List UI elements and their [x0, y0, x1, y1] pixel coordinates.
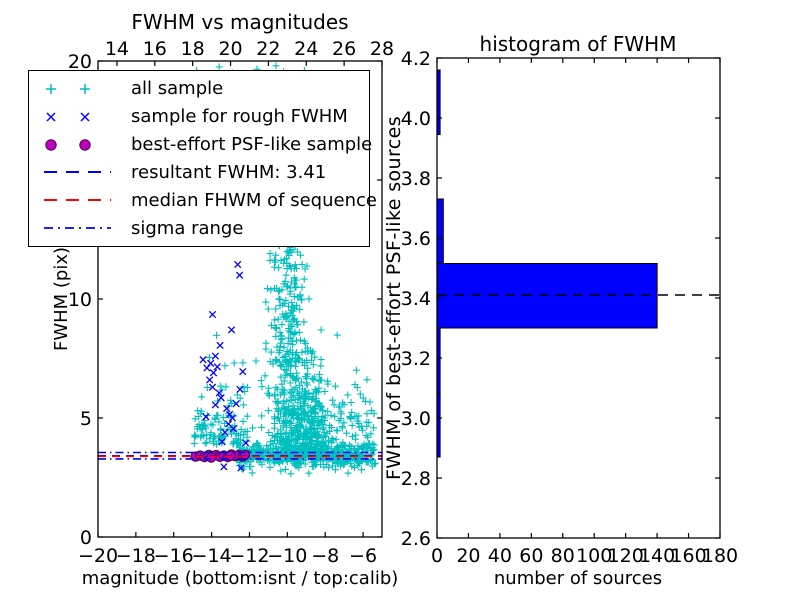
tick-label: 100 — [576, 545, 612, 567]
legend-label: median FHWM of sequence — [131, 189, 377, 211]
tick-label: 14 — [105, 38, 129, 60]
tick-label: 20 — [456, 545, 480, 567]
tick-label: −20 — [78, 545, 118, 567]
legend-row-rough-fwhm: sample for rough FWHM — [39, 103, 369, 130]
legend-label: sample for rough FWHM — [131, 106, 348, 128]
psf-sample-point — [205, 452, 217, 463]
tick-label: 60 — [519, 545, 543, 567]
tick-label: −14 — [192, 545, 232, 567]
left-yaxis-label: FWHM (pix) — [51, 247, 72, 351]
right-xaxis-label: number of sources — [494, 568, 662, 589]
axes-spines-and-ticks — [97, 57, 721, 539]
tick-label: 22 — [256, 38, 280, 60]
tick-label: −12 — [229, 545, 269, 567]
tick-label: 10 — [68, 289, 92, 311]
legend-row-all-sample: all sample — [39, 75, 369, 102]
circle-marker-icon — [45, 138, 91, 151]
tick-label: 18 — [181, 38, 205, 60]
legend-label: all sample — [131, 78, 224, 100]
tick-label: 2.6 — [401, 528, 431, 550]
tick-label: −6 — [349, 545, 377, 567]
legend-row-median-fwhm: median FHWM of sequence — [39, 187, 377, 214]
tick-label: 120 — [608, 545, 644, 567]
tick-label: 20 — [218, 38, 242, 60]
right-plot-title: histogram of FWHM — [480, 32, 677, 56]
tick-label: −16 — [154, 545, 194, 567]
left-plot-title: FWHM vs magnitudes — [131, 10, 348, 34]
tick-label: 4.0 — [401, 108, 431, 130]
tick-label: 0 — [80, 527, 92, 549]
histogram-bar — [437, 263, 658, 329]
tick-label: 16 — [143, 38, 167, 60]
tick-label: 3.0 — [401, 408, 431, 430]
histogram-bars — [437, 69, 720, 458]
tick-label: 28 — [370, 38, 394, 60]
tick-label: −10 — [267, 545, 307, 567]
left-plot-lines — [98, 451, 382, 460]
tick-label: 26 — [332, 38, 356, 60]
x-marker-icon — [46, 112, 90, 122]
blue-dashdot-line-icon — [44, 227, 111, 229]
tick-label: −8 — [311, 545, 339, 567]
legend-label: resultant FWHM: 3.41 — [131, 161, 327, 183]
plus-marker-icon — [46, 83, 90, 94]
tick-label: 0 — [431, 545, 443, 567]
histogram-bar — [437, 69, 441, 135]
legend-row-resultant-fwhm: resultant FWHM: 3.41 — [39, 159, 369, 186]
right-yaxis-label: FWHM of best-effort PSF-like sources — [383, 116, 405, 480]
tick-label: 3.4 — [401, 288, 431, 310]
tick-label: 80 — [551, 545, 575, 567]
left-xaxis-label: magnitude (bottom:isnt / top:calib) — [82, 568, 399, 589]
red-dashed-line-icon — [44, 199, 111, 202]
tick-label: −18 — [116, 545, 156, 567]
tick-label: 3.6 — [401, 228, 431, 250]
tick-label: 3.8 — [401, 168, 431, 190]
tick-label: 160 — [670, 545, 706, 567]
tick-label: 2.8 — [401, 468, 431, 490]
tick-label: 20 — [68, 51, 92, 73]
tick-label: 3.2 — [401, 348, 431, 370]
blue-dashed-line-icon — [44, 171, 111, 174]
legend-row-psf-sample: best-effort PSF-like sample — [39, 131, 373, 158]
legend-label: best-effort PSF-like sample — [131, 134, 373, 156]
tick-label: 180 — [702, 545, 738, 567]
tick-label: 24 — [294, 38, 318, 60]
tick-label: 40 — [488, 545, 512, 567]
tick-label: 5 — [80, 408, 92, 430]
histogram-bar — [437, 198, 444, 264]
tick-label: 140 — [639, 545, 675, 567]
legend-box: all sample sample for rough FWHM best-ef… — [28, 70, 377, 247]
legend-label: sigma range — [131, 217, 244, 239]
scatter-rough-fwhm — [199, 260, 251, 472]
tick-label: 4.2 — [401, 48, 431, 70]
legend-row-sigma-range: sigma range — [39, 215, 369, 242]
